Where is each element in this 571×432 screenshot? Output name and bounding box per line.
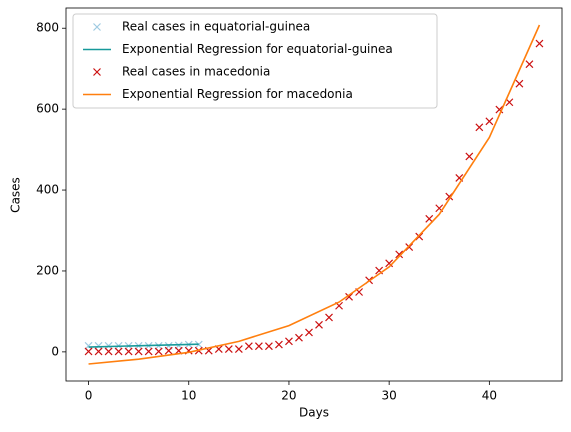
legend-label: Real cases in equatorial-guinea <box>122 20 310 34</box>
marker <box>234 345 243 353</box>
marker <box>144 347 153 356</box>
marker <box>84 347 93 356</box>
legend: Real cases in equatorial-guinea Exponenti… <box>72 13 438 109</box>
marker <box>485 117 494 126</box>
marker <box>285 337 293 346</box>
legend-box <box>72 13 438 109</box>
plot-frame <box>65 7 563 382</box>
marker <box>114 347 123 356</box>
marker <box>154 347 163 356</box>
legend-marker <box>93 68 101 76</box>
series-line <box>88 343 199 348</box>
series-line <box>88 24 541 365</box>
marker <box>315 320 323 329</box>
marker <box>475 123 484 132</box>
y-axis-label: Cases <box>9 177 23 213</box>
legend-label: Exponential Regression for macedonia <box>122 87 353 101</box>
marker <box>84 341 93 350</box>
marker <box>94 347 103 356</box>
marker <box>254 342 263 351</box>
marker <box>224 345 233 353</box>
marker <box>505 98 514 107</box>
marker <box>244 342 253 351</box>
legend-marker <box>93 23 101 31</box>
y-tick-label: 0 <box>51 344 59 358</box>
x-axis-label: Days <box>299 406 329 420</box>
x-tick-label: 30 <box>382 389 397 403</box>
x-tick-label: 40 <box>482 389 497 403</box>
marker <box>94 341 103 350</box>
y-tick-label: 800 <box>36 21 59 35</box>
marker <box>465 152 474 161</box>
marker <box>134 347 143 356</box>
marker <box>345 292 353 301</box>
marker <box>295 333 303 342</box>
y-tick-label: 400 <box>36 183 59 197</box>
marker <box>164 346 173 355</box>
marker <box>264 342 273 351</box>
x-tick-label: 0 <box>85 389 93 403</box>
x-tick-label: 20 <box>281 389 296 403</box>
marker <box>124 347 133 356</box>
legend-label: Exponential Regression for equatorial-gu… <box>122 42 393 56</box>
marker <box>305 328 313 337</box>
marker <box>515 79 524 88</box>
marker <box>325 313 333 322</box>
y-tick-label: 600 <box>36 102 59 116</box>
marker <box>425 214 434 223</box>
marker <box>535 39 544 48</box>
marker <box>275 340 283 349</box>
legend-label: Real cases in macedonia <box>122 65 270 79</box>
marker <box>495 105 504 114</box>
marker <box>104 347 113 356</box>
x-tick-label: 10 <box>181 389 196 403</box>
marker <box>525 60 534 69</box>
y-tick-label: 200 <box>36 263 59 277</box>
marker <box>395 250 404 259</box>
